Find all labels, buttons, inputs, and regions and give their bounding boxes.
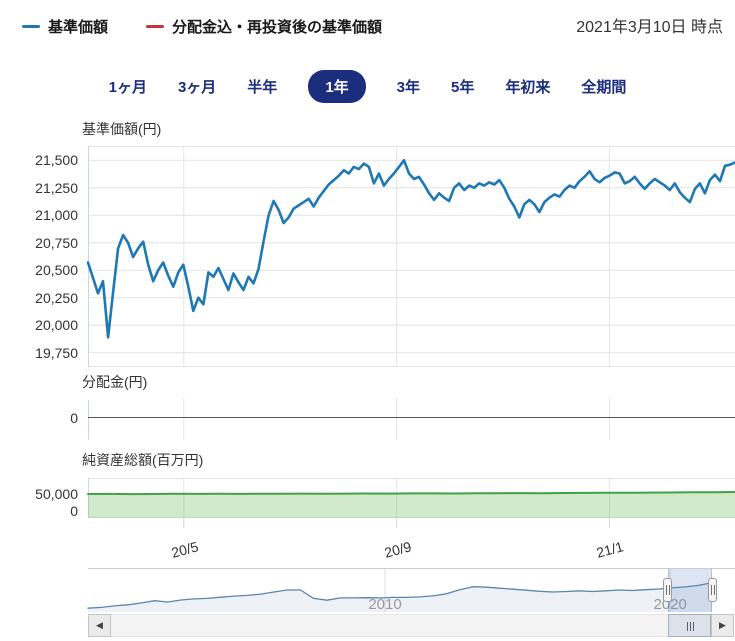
scrollbar-left-arrow-icon[interactable]: ◀	[88, 614, 111, 637]
price-chart-title: 基準価額(円)	[82, 121, 162, 137]
tab-1y[interactable]: 1年	[308, 69, 366, 103]
net-assets-chart	[87, 478, 735, 518]
navigator-handle-right[interactable]	[707, 578, 717, 602]
x-axis-labels: 20/5 20/9 21/1	[88, 536, 735, 566]
period-tabs: 1ヶ月 3ヶ月 半年 1年 3年 5年 年初来 全期間	[0, 69, 735, 103]
x-axis-label: 21/1	[595, 538, 626, 561]
x-axis-label: 20/5	[169, 538, 200, 561]
navigator-year-label: 2020	[653, 596, 687, 613]
y-axis-label: 20,500	[35, 262, 78, 279]
legend-line-swatch-red	[146, 25, 164, 28]
y-axis-label: 50,000	[35, 486, 78, 503]
navigator-year-label: 2010	[368, 596, 402, 613]
as-of-date: 2021年3月10日 時点	[576, 19, 723, 36]
legend-item-reinvested-price[interactable]: 分配金込・再投資後の基準価額	[172, 19, 383, 36]
legend-item-base-price[interactable]: 基準価額	[48, 19, 109, 36]
navigator-chart[interactable]	[87, 569, 713, 612]
y-axis-label: 19,750	[35, 344, 78, 361]
dividend-chart-title: 分配金(円)	[82, 374, 148, 390]
dividend-chart	[88, 398, 735, 440]
scrollbar-right-arrow-icon[interactable]: ▶	[711, 614, 734, 637]
tab-3y[interactable]: 3年	[397, 76, 420, 97]
navigator-top-border	[88, 568, 735, 569]
tab-all[interactable]: 全期間	[581, 76, 626, 97]
x-axis-label: 20/9	[382, 538, 413, 561]
scrollbar-thumb[interactable]	[668, 614, 711, 637]
x-axis-ticks	[183, 518, 610, 528]
y-axis-label: 20,250	[35, 289, 78, 306]
y-axis-label: 20,750	[35, 234, 78, 251]
tab-1m[interactable]: 1ヶ月	[109, 76, 147, 97]
y-axis-label: 0	[70, 503, 78, 520]
tab-ytd[interactable]: 年初来	[505, 76, 550, 97]
tab-6m[interactable]: 半年	[247, 76, 277, 97]
y-axis-label: 21,000	[35, 207, 78, 224]
navigator-handle-left[interactable]	[663, 578, 673, 602]
y-axis-label: 21,250	[35, 179, 78, 196]
tab-3m[interactable]: 3ヶ月	[178, 76, 216, 97]
tab-5y[interactable]: 5年	[451, 76, 474, 97]
scrollbar-track[interactable]	[111, 614, 711, 637]
y-axis-label: 20,000	[35, 317, 78, 334]
y-axis-label: 21,500	[35, 152, 78, 169]
price-chart	[86, 146, 735, 367]
scrollbar: ◀ ▶	[0, 614, 735, 637]
legend-line-swatch-blue	[22, 25, 40, 28]
net-assets-chart-title: 純資産総額(百万円)	[82, 452, 204, 468]
navigator-selected-range[interactable]	[667, 569, 712, 612]
navigator[interactable]: 2010 2020	[87, 569, 717, 613]
y-axis-label: 0	[70, 409, 78, 426]
